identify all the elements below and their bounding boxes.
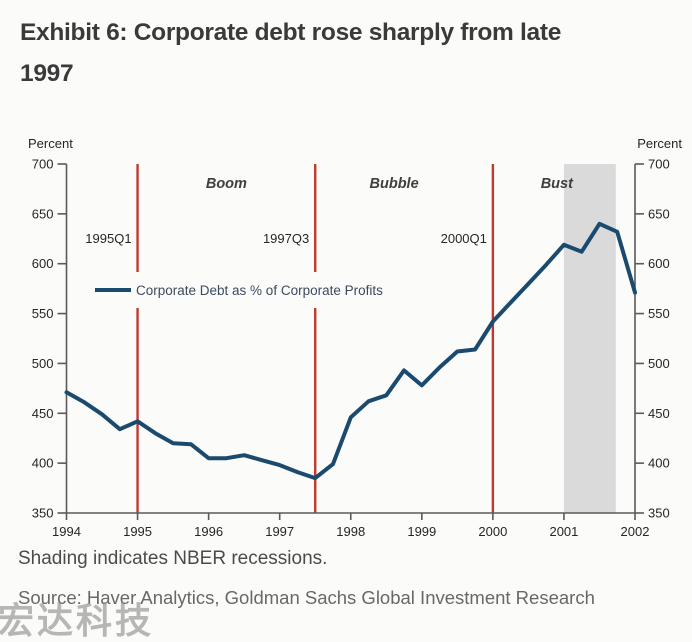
x-tick-label: 1994 bbox=[52, 524, 81, 539]
x-tick-label: 2000 bbox=[478, 524, 507, 539]
page-title-line2: 1997 bbox=[20, 60, 74, 87]
y-tick-label-right: 350 bbox=[648, 506, 670, 521]
shading-footnote: Shading indicates NBER recessions. bbox=[18, 548, 328, 569]
source-text: Source: Haver Analytics, Goldman Sachs G… bbox=[18, 587, 595, 608]
x-tick-label: 2002 bbox=[621, 524, 650, 539]
vline-label-1995Q1: 1995Q1 bbox=[85, 231, 131, 246]
x-tick-label: 1997 bbox=[265, 524, 294, 539]
page-title: Exhibit 6: Corporate debt rose sharply f… bbox=[20, 12, 680, 94]
vline-label-1997Q3: 1997Q3 bbox=[263, 231, 309, 246]
y-axis-title-left: Percent bbox=[28, 136, 73, 151]
legend-box bbox=[86, 272, 434, 308]
recession-shading-band bbox=[563, 164, 616, 513]
y-tick-label-left: 550 bbox=[32, 306, 54, 321]
y-tick-label-right: 550 bbox=[648, 306, 670, 321]
vline-label-2000Q1: 2000Q1 bbox=[441, 231, 487, 246]
x-tick-label: 2001 bbox=[549, 524, 578, 539]
corporate-debt-line-chart: 350 350 400 400 450 450 500 500 550 550 600 600 650 6… bbox=[28, 136, 682, 539]
y-tick-label-left: 650 bbox=[32, 206, 54, 221]
era-label-boom: Boom bbox=[206, 176, 247, 192]
y-tick-label-right: 500 bbox=[648, 356, 670, 371]
x-tick-label: 1995 bbox=[123, 524, 152, 539]
x-tick-label: 1999 bbox=[407, 524, 436, 539]
y-tick-label-left: 700 bbox=[32, 157, 54, 172]
legend-label: Corporate Debt as % of Corporate Profits bbox=[136, 283, 383, 298]
corporate-debt-series-line bbox=[64, 221, 637, 481]
y-tick-label-right: 400 bbox=[648, 456, 670, 471]
x-tick-label: 1996 bbox=[194, 524, 223, 539]
y-tick-label-left: 600 bbox=[32, 256, 54, 271]
y-tick-label-right: 600 bbox=[648, 256, 670, 271]
page-title-line1: Exhibit 6: Corporate debt rose sharply f… bbox=[20, 19, 562, 46]
era-label-bust: Bust bbox=[541, 176, 574, 192]
y-tick-label-left: 350 bbox=[32, 506, 54, 521]
x-tick-label: 1998 bbox=[336, 524, 365, 539]
y-tick-label-left: 400 bbox=[32, 456, 54, 471]
y-axis-title-right: Percent bbox=[637, 136, 682, 151]
era-label-bubble: Bubble bbox=[370, 176, 419, 192]
y-tick-label-right: 450 bbox=[648, 406, 670, 421]
y-tick-label-left: 500 bbox=[32, 356, 54, 371]
y-tick-label-right: 700 bbox=[648, 157, 670, 172]
y-tick-label-right: 650 bbox=[648, 206, 670, 221]
y-tick-label-left: 450 bbox=[32, 406, 54, 421]
